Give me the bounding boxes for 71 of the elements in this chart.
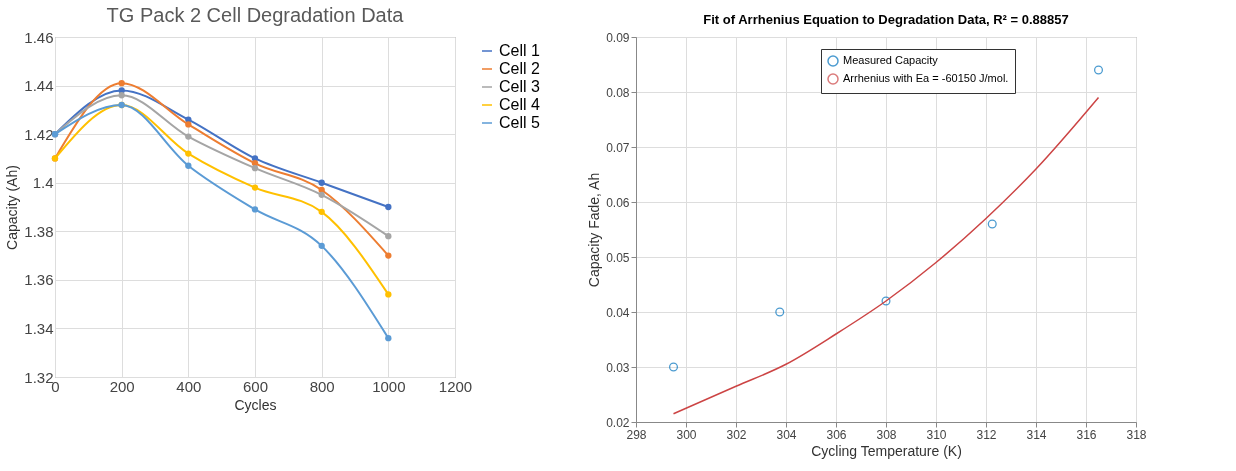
y-tick-label: 0.05 (606, 250, 630, 265)
point (668, 362, 679, 372)
y-tick-label: 1.34 (24, 319, 54, 337)
point (318, 179, 325, 186)
y-tick-label: 1.36 (24, 271, 54, 289)
point (118, 79, 125, 87)
point (185, 150, 192, 157)
legend-label: Cell 5 (499, 114, 541, 131)
x-tick-label: 312 (976, 427, 997, 442)
point (251, 184, 259, 191)
point (385, 203, 392, 211)
y-tick-label: 1.46 (24, 28, 54, 46)
x-tick-label: 318 (1126, 427, 1147, 442)
point (385, 334, 392, 342)
x-tick-label: 0 (51, 377, 60, 395)
y-tick-label: 1.44 (24, 77, 54, 95)
x-tick-label: 302 (726, 427, 747, 442)
x-tick-label: 400 (176, 377, 202, 395)
chart-title: Fit of Arrhenius Equation to Degradation Data, R² = 0.88857 (703, 12, 1069, 27)
x-axis-title: Cycles (234, 396, 277, 413)
y-tick-label: 0.06 (606, 195, 630, 210)
legend-label: Arrhenius with Ea = -60150 J/mol. (843, 72, 1009, 84)
y-tick-label: 0.03 (606, 360, 630, 375)
y-tick-label: 0.02 (606, 415, 630, 430)
legend-label: Cell 2 (499, 60, 541, 77)
point (185, 121, 192, 128)
x-tick-label: 314 (1026, 427, 1047, 442)
x-tick-label: 600 (242, 377, 269, 395)
legend-label: Cell 1 (499, 42, 541, 59)
y-tick-label: 0.08 (606, 85, 630, 100)
point (385, 252, 392, 259)
y-tick-label: 0.09 (606, 30, 630, 45)
x-tick-label: 1000 (372, 377, 406, 395)
x-tick-label: 298 (626, 427, 647, 442)
x-tick-label: 304 (776, 427, 797, 442)
point (881, 296, 891, 306)
legend-label: Cell 3 (499, 78, 541, 95)
x-tick-label: 800 (309, 377, 335, 395)
legend-label: Measured Capacity (843, 54, 939, 66)
y-tick-label: 0.07 (606, 140, 630, 155)
x-tick-label: 316 (1076, 427, 1097, 442)
point (385, 291, 392, 298)
point (318, 186, 325, 194)
point (775, 307, 785, 317)
chart-title: TG Pack 2 Cell Degradation Data (106, 4, 405, 26)
x-tick-label: 1200 (438, 377, 473, 395)
x-tick-label: 306 (826, 427, 847, 442)
point (318, 191, 325, 199)
legend-label: Cell 4 (499, 96, 541, 113)
point (251, 164, 259, 172)
x-tick-label: 200 (109, 377, 135, 395)
point (118, 92, 125, 99)
point (987, 219, 997, 229)
y-tick-label: 1.38 (24, 222, 54, 240)
point (251, 206, 259, 213)
y-axis-title: Capacity Fade, Ah (586, 172, 603, 288)
point (385, 232, 392, 240)
point (185, 133, 192, 140)
x-axis-title: Cycling Temperature (K) (811, 442, 962, 459)
y-tick-label: 1.4 (32, 174, 54, 192)
x-tick-label: 300 (676, 427, 697, 442)
x-tick-label: 308 (876, 427, 897, 442)
point (185, 162, 192, 169)
point (318, 242, 325, 250)
point (1093, 65, 1104, 75)
y-tick-label: 0.04 (606, 305, 630, 320)
x-tick-label: 310 (926, 427, 947, 442)
point (318, 208, 325, 216)
y-tick-label: 1.42 (24, 125, 54, 143)
line-series (672, 96, 1100, 415)
y-axis-title: Capacity (Ah) (4, 165, 21, 250)
